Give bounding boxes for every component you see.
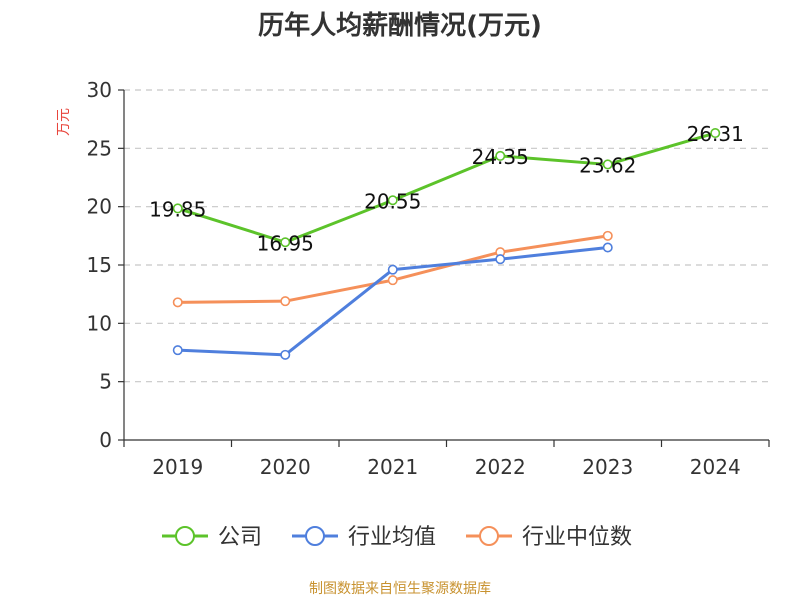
legend-marker <box>479 526 499 546</box>
grid-layer <box>124 89 769 383</box>
data-point[interactable] <box>602 242 613 253</box>
x-tick-label: 2019 <box>152 455 203 479</box>
data-point[interactable] <box>387 275 398 286</box>
y-tick-label: 10 <box>87 311 112 335</box>
y-axis-label: 万元 <box>56 108 72 136</box>
data-label: 20.55 <box>364 189 421 213</box>
legend-label: 公司 <box>218 525 262 550</box>
data-label-layer: 19.85 16.95 20.55 24.35 23.62 26.31 <box>149 122 744 255</box>
legend: 公司 行业均值 行业中位数 <box>162 525 632 550</box>
legend-label: 行业中位数 <box>522 525 632 550</box>
data-point[interactable] <box>495 254 506 265</box>
x-tick-label: 2022 <box>475 455 526 479</box>
axis-layer: 0 5 10 15 20 25 30 2019 2020 2021 2022 2023 2024 <box>87 78 770 479</box>
data-label: 19.85 <box>149 197 206 221</box>
y-tick-label: 15 <box>87 253 112 277</box>
chart-title: 历年人均薪酬情况(万元) <box>258 10 542 41</box>
legend-marker <box>305 526 325 546</box>
y-tick-label: 20 <box>87 195 112 219</box>
data-point[interactable] <box>280 349 291 360</box>
x-tick-label: 2023 <box>582 455 633 479</box>
series-layer <box>172 128 721 360</box>
legend-label: 行业均值 <box>348 525 436 550</box>
x-tick-label: 2024 <box>690 455 741 479</box>
source-note: 制图数据来自恒生聚源数据库 <box>309 581 491 597</box>
y-tick-label: 0 <box>99 428 112 452</box>
data-point[interactable] <box>280 296 291 307</box>
legend-item-1[interactable]: 行业均值 <box>292 525 436 550</box>
y-tick-label: 30 <box>87 78 112 102</box>
data-label: 23.62 <box>579 153 636 177</box>
legend-item-2[interactable]: 行业中位数 <box>466 525 632 550</box>
x-tick-label: 2020 <box>260 455 311 479</box>
data-point[interactable] <box>387 195 398 206</box>
data-point[interactable] <box>172 345 183 356</box>
legend-marker <box>175 526 195 546</box>
x-tick-label: 2021 <box>367 455 418 479</box>
data-point[interactable] <box>602 230 613 241</box>
y-tick-label: 5 <box>99 370 112 394</box>
data-point[interactable] <box>172 203 183 214</box>
data-point[interactable] <box>602 159 613 170</box>
y-tick-label: 25 <box>87 136 112 160</box>
legend-item-0[interactable]: 公司 <box>162 525 262 550</box>
series-line-0 <box>177 131 716 244</box>
data-point[interactable] <box>280 237 291 248</box>
data-label: 26.31 <box>687 122 744 146</box>
data-label: 24.35 <box>472 145 529 169</box>
data-label: 16.95 <box>257 231 314 255</box>
data-point[interactable] <box>710 128 721 139</box>
data-point[interactable] <box>495 150 506 161</box>
data-point[interactable] <box>172 297 183 308</box>
data-point[interactable] <box>387 264 398 275</box>
